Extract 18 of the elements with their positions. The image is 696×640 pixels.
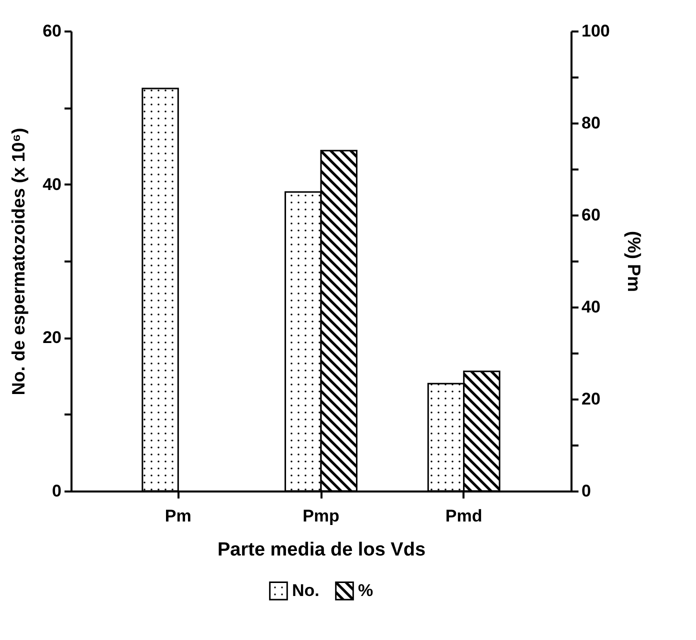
y2-tick-label: 100 xyxy=(582,22,610,40)
y2-tick-label: 60 xyxy=(582,206,600,224)
y-tick-label: 60 xyxy=(42,22,62,40)
x-tick-label: Pmd xyxy=(445,506,482,526)
y2-tick-label: 0 xyxy=(582,482,591,500)
y2-axis-title: (%) Pm xyxy=(624,230,644,292)
y-tick-label: 20 xyxy=(42,328,62,348)
legend-label: % xyxy=(358,580,374,600)
legend-label: No. xyxy=(292,580,320,600)
x-tick-label: Pmp xyxy=(302,506,340,526)
y-tick-label: 40 xyxy=(42,174,62,194)
x-tick-label: Pm xyxy=(164,506,192,526)
y-tick-label: 0 xyxy=(52,482,62,500)
y2-tick-label: 80 xyxy=(582,114,600,132)
y2-tick-label: 20 xyxy=(582,390,600,408)
y2-tick-label: 40 xyxy=(582,298,600,316)
y-axis-title: No. de espermatozoides (x 10⁶) xyxy=(8,128,29,396)
x-axis-title: Parte media de los Vds xyxy=(217,540,426,560)
